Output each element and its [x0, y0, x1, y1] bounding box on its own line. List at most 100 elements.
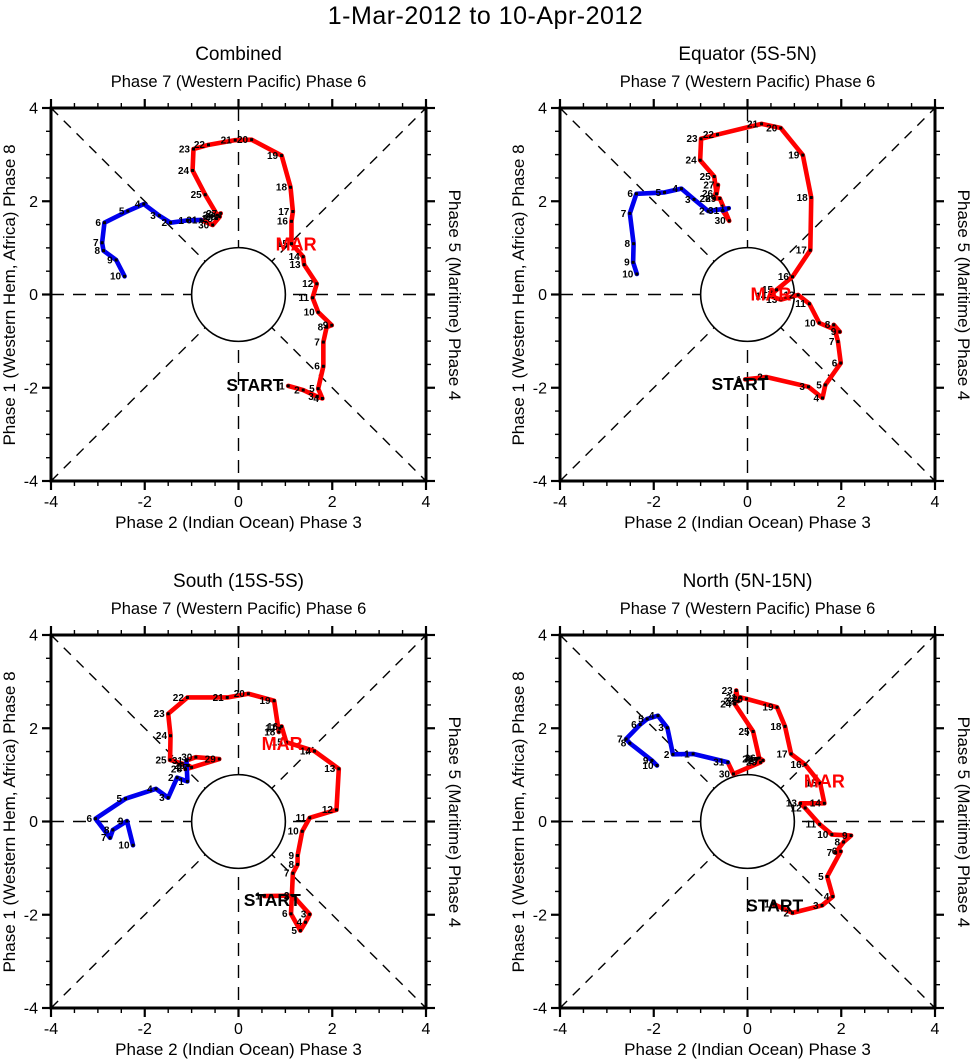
day-label: 31 [708, 206, 720, 217]
day-marker [311, 296, 315, 300]
day-label: 14 [755, 291, 767, 302]
day-marker [316, 387, 320, 391]
y-tick-label: 0 [29, 814, 38, 831]
day-marker [320, 396, 324, 400]
day-marker [203, 193, 207, 197]
day-label: 31 [713, 758, 725, 769]
day-marker [185, 695, 189, 699]
day-marker [679, 187, 683, 191]
day-marker [296, 862, 300, 866]
page-title: 1-Mar-2012 to 10-Apr-2012 [327, 2, 644, 30]
day-label: 16 [277, 217, 289, 228]
day-marker [779, 126, 783, 130]
day-marker [692, 197, 696, 201]
day-label: 7 [829, 337, 835, 348]
unit-circle [190, 246, 287, 343]
day-marker [334, 808, 338, 812]
day-label: 9 [842, 831, 848, 842]
day-marker [142, 202, 146, 206]
day-label: 16 [778, 272, 790, 283]
day-marker [718, 196, 722, 200]
day-label: 6 [314, 362, 320, 373]
day-label: 2 [284, 891, 290, 902]
day-label: 7 [617, 734, 623, 745]
day-marker [768, 294, 772, 298]
day-label: 18 [276, 183, 288, 194]
day-marker [803, 763, 807, 767]
left-phase-label: Phase 1 (Western Hem, Africa) Phase 8 [509, 143, 528, 446]
day-label: 7 [314, 337, 320, 348]
y-tick-label: -4 [24, 474, 38, 491]
day-marker [131, 843, 135, 847]
day-label: 9 [323, 321, 329, 332]
day-marker [745, 697, 749, 701]
x-axis-label: Phase 2 (Indian Ocean) Phase 3 [624, 513, 871, 532]
diagonal-guide [50, 107, 427, 482]
day-label: 15 [277, 239, 289, 250]
right-phase-label: Phase 5 (Maritime) Phase 4 [954, 716, 971, 927]
day-marker [301, 255, 305, 259]
x-tick-label: 0 [234, 1021, 243, 1038]
day-marker [102, 249, 105, 253]
day-marker [727, 206, 731, 210]
day-marker [791, 275, 794, 279]
day-marker [634, 192, 638, 196]
x-tick-label: 0 [234, 494, 243, 511]
day-label: 4 [813, 393, 819, 404]
day-label: 4 [313, 394, 319, 405]
day-marker [759, 760, 763, 764]
day-marker [831, 895, 835, 899]
day-label: 13 [324, 764, 336, 775]
x-axis-label: Phase 2 (Indian Ocean) Phase 3 [624, 1040, 871, 1059]
panel-south: South (15S-5S) Phase 7 (Western Pacific)… [0, 571, 464, 1059]
x-tick-label: -2 [138, 1021, 152, 1038]
day-label: 1 [279, 381, 285, 392]
diagonal-guide [559, 107, 936, 482]
day-label: 29 [705, 194, 717, 205]
day-marker [798, 801, 802, 805]
x-tick-label: -2 [647, 494, 661, 511]
day-marker [818, 781, 822, 785]
y-tick-label: -4 [533, 474, 547, 491]
day-marker [315, 282, 319, 286]
diagonal-guide [50, 634, 427, 1009]
day-label: 26 [203, 211, 215, 222]
day-label: 4 [135, 199, 141, 210]
day-marker [308, 912, 312, 916]
x-tick-label: 0 [743, 1021, 752, 1038]
day-label: 30 [181, 753, 193, 764]
day-label: 11 [298, 293, 309, 304]
day-marker [838, 330, 842, 334]
day-label: 3 [308, 392, 314, 403]
day-label: 27 [206, 209, 218, 220]
day-marker [207, 143, 210, 147]
day-label: 20 [237, 135, 249, 146]
day-marker [123, 274, 127, 278]
day-label: 2 [699, 206, 705, 217]
day-marker [631, 260, 635, 264]
day-label: 7 [93, 238, 99, 249]
x-tick-label: -4 [44, 494, 58, 511]
day-label: 26 [702, 189, 714, 200]
day-label: 6 [627, 189, 633, 200]
day-label: 30 [719, 769, 731, 780]
day-label: 23 [686, 134, 698, 145]
day-marker [738, 695, 742, 699]
y-tick-label: 4 [29, 101, 38, 118]
day-label: 21 [221, 136, 233, 147]
day-marker [624, 737, 628, 741]
day-marker [808, 248, 812, 252]
day-label: 18 [264, 727, 276, 738]
day-label: 28 [171, 765, 183, 776]
day-marker [214, 217, 218, 221]
day-label: 29 [746, 758, 758, 769]
day-marker [796, 293, 800, 297]
day-label: 8 [621, 739, 627, 750]
day-marker [175, 776, 179, 780]
day-marker [771, 902, 775, 906]
day-label: 2 [664, 750, 670, 761]
panel-combined: Combined Phase 7 (Western Pacific) Phase… [0, 44, 464, 532]
day-marker [834, 851, 838, 855]
